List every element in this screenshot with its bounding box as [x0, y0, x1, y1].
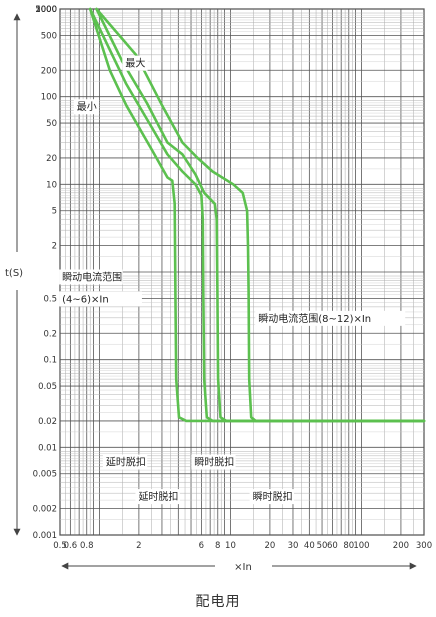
annotation-label: 瞬动电流范围(8~12)×In — [258, 312, 371, 325]
annotation-bg — [102, 454, 148, 470]
y-tick-label: 2000 — [35, 5, 57, 15]
trip-curve-4 — [95, 7, 426, 423]
y-tick-label: 20 — [46, 154, 57, 164]
x-tick-label: 60 — [327, 541, 338, 551]
x-tick-label: 20 — [264, 541, 275, 551]
curves — [88, 7, 426, 423]
y-tick-label: 1000 — [35, 5, 57, 15]
caption: 配电用 — [195, 594, 241, 610]
y-tick-label: 100 — [41, 93, 57, 103]
x-tick-label: 10 — [225, 541, 236, 551]
y-axis-label: t(S) — [5, 268, 23, 279]
annotation-label: 延时脱扣 — [106, 456, 146, 469]
annotation-bg — [59, 269, 123, 285]
y-tick-label: 0.001 — [33, 531, 57, 541]
y-tick-label: 5 — [52, 207, 57, 217]
annotation-bg — [122, 55, 148, 71]
x-tick-label: 2 — [136, 541, 141, 551]
annotation-bg — [255, 310, 406, 326]
annotation-label: 瞬动电流范围 — [62, 270, 122, 283]
y-tick-label: 0.002 — [33, 505, 57, 515]
x-tick-label: 6 — [199, 541, 204, 551]
x-tick-label: 0.8 — [80, 541, 94, 551]
grid — [59, 8, 425, 536]
annotation-label: 瞬时脱扣 — [253, 490, 293, 503]
x-tick-label: 40 — [304, 541, 315, 551]
annotation-bg — [135, 489, 180, 505]
annotation-label: 延时脱扣 — [138, 490, 178, 503]
y-tick-label: 10 — [46, 180, 57, 190]
y-tick-label: 0.01 — [38, 443, 57, 453]
y-tick-label: 2 — [52, 242, 57, 252]
annotation-label: 瞬时脱扣 — [194, 456, 234, 469]
annotation-bg — [191, 454, 236, 470]
y-tick-label: 0.5 — [43, 294, 57, 304]
x-tick-labels: 0.50.6 0.8 2 6 8 10 20 30 40 50 60 80 100 200 300 — [53, 541, 432, 551]
y-tick-label: 200 — [41, 66, 57, 76]
y-tick-label: 0.02 — [38, 417, 57, 427]
annotation-label: (4~6)×In — [62, 294, 109, 305]
x-tick-label: 80 — [343, 541, 354, 551]
x-tick-label: 50 — [317, 541, 328, 551]
y-tick-label: 0.005 — [33, 470, 57, 480]
annotation-label: 最大 — [125, 57, 145, 70]
trip-curve-3 — [95, 7, 426, 423]
x-tick-label: 30 — [288, 541, 299, 551]
y-tick-label: 0.2 — [43, 329, 57, 339]
x-tick-label: 300 — [416, 541, 432, 551]
y-tick-label: 5000 — [35, 5, 57, 15]
annotation-bg — [59, 291, 142, 307]
x-tick-label: 8 — [215, 541, 220, 551]
y-tick-label: 0.05 — [38, 382, 57, 392]
x-axis-label: ×In — [234, 562, 252, 573]
x-tick-label: 0.6 — [64, 541, 78, 551]
trip-curve-2 — [88, 7, 426, 423]
annotation-bg — [249, 489, 295, 505]
y-tick-label: 500 — [41, 31, 57, 41]
annotation-bg — [73, 99, 99, 115]
y-tick-label: 0.1 — [43, 356, 57, 366]
x-tick-label: 200 — [393, 541, 409, 551]
x-tick-label: 100 — [353, 541, 369, 551]
trip-curve-1 — [88, 7, 426, 423]
annotation-label: 最小 — [77, 101, 97, 113]
y-tick-label: 50 — [46, 119, 57, 129]
x-tick-label: 0.5 — [53, 541, 67, 551]
